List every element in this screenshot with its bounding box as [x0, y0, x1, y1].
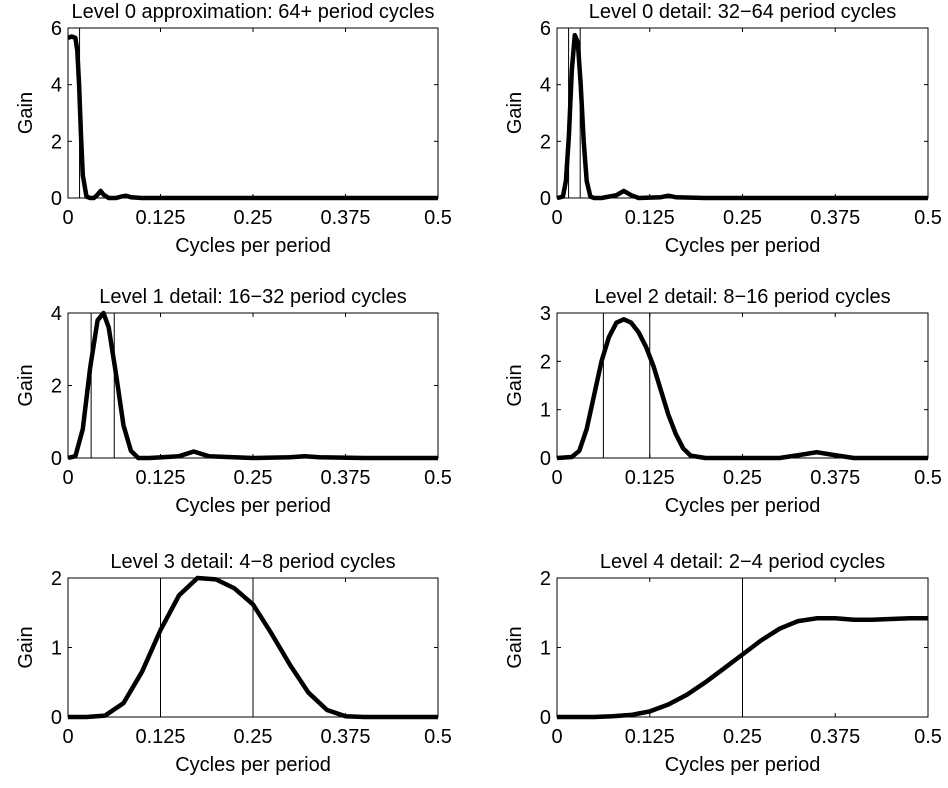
x-tick-label: 0.375: [810, 726, 860, 748]
x-tick-label: 0.25: [234, 207, 273, 229]
y-tick-label: 1: [540, 400, 551, 422]
data-line: [557, 616, 928, 720]
x-tick-label: 0.125: [625, 467, 675, 489]
y-tick-label: 2: [540, 568, 551, 590]
y-tick-label: 4: [51, 75, 62, 97]
x-tick-label: 0.5: [424, 207, 452, 229]
axes-frame: [67, 27, 439, 199]
x-axis-label: Cycles per period: [175, 235, 331, 257]
x-tick-label: 0.125: [135, 207, 185, 229]
x-tick-label: 0.375: [320, 207, 370, 229]
axes-frame: [556, 312, 929, 459]
axes-frame: [556, 577, 929, 718]
x-tick-label: 0.375: [810, 467, 860, 489]
y-tick-label: 0: [540, 188, 551, 210]
y-tick-label: 0: [51, 448, 62, 470]
x-tick-label: 0: [551, 207, 562, 229]
y-tick-label: 0: [51, 188, 62, 210]
subplot-title: Level 0 detail: 32−64 period cycles: [589, 1, 896, 23]
subplot: Level 1 detail: 16−32 period cycles Cycle…: [15, 286, 452, 517]
x-tick-label: 0.25: [234, 467, 273, 489]
x-tick-label: 0.125: [135, 726, 185, 748]
data-line: [557, 317, 928, 461]
y-tick-label: 1: [51, 638, 62, 660]
subplot: Level 4 detail: 2−4 period cycles Cycles …: [504, 551, 942, 776]
y-tick-label: 2: [540, 131, 551, 153]
y-tick-label: 0: [540, 707, 551, 729]
x-tick-label: 0.375: [810, 207, 860, 229]
y-tick-label: 6: [540, 18, 551, 40]
subplot-title: Level 4 detail: 2−4 period cycles: [600, 551, 885, 573]
x-tick-label: 0.125: [625, 726, 675, 748]
subplot: Level 0 detail: 32−64 period cycles Cycle…: [504, 1, 942, 257]
x-tick-label: 0.25: [723, 467, 762, 489]
subplot: Level 3 detail: 4−8 period cycles Cycles …: [15, 551, 452, 776]
y-axis-label: Gain: [15, 92, 37, 134]
x-axis-label: Cycles per period: [665, 235, 821, 257]
y-tick-label: 1: [540, 638, 551, 660]
x-tick-label: 0.25: [234, 726, 273, 748]
axes-frame: [67, 312, 439, 459]
y-tick-label: 2: [540, 351, 551, 373]
y-axis-label: Gain: [504, 92, 526, 134]
subplot-title: Level 0 approximation: 64+ period cycles: [72, 1, 435, 23]
y-tick-label: 4: [51, 303, 62, 325]
y-tick-label: 2: [51, 568, 62, 590]
y-axis-label: Gain: [15, 626, 37, 668]
x-tick-label: 0: [551, 726, 562, 748]
y-tick-label: 0: [540, 448, 551, 470]
x-tick-label: 0.125: [135, 467, 185, 489]
x-axis-label: Cycles per period: [175, 495, 331, 517]
x-tick-label: 0.5: [424, 467, 452, 489]
x-tick-label: 0.25: [723, 207, 762, 229]
data-line: [68, 310, 438, 461]
x-tick-label: 0.5: [424, 726, 452, 748]
y-tick-label: 3: [540, 303, 551, 325]
y-axis-label: Gain: [15, 364, 37, 406]
x-tick-label: 0.5: [914, 467, 942, 489]
subplot-title: Level 1 detail: 16−32 period cycles: [99, 286, 406, 308]
x-tick-label: 0: [62, 726, 73, 748]
y-tick-label: 6: [51, 18, 62, 40]
subplot: Level 0 approximation: 64+ period cycles…: [15, 1, 452, 257]
x-tick-label: 0.25: [723, 726, 762, 748]
subplot-title: Level 3 detail: 4−8 period cycles: [110, 551, 395, 573]
y-tick-label: 4: [540, 75, 551, 97]
x-tick-label: 0: [62, 207, 73, 229]
x-axis-label: Cycles per period: [175, 754, 331, 776]
x-tick-label: 0: [551, 467, 562, 489]
subplot-title: Level 2 detail: 8−16 period cycles: [594, 286, 890, 308]
x-tick-label: 0.375: [320, 467, 370, 489]
y-tick-label: 2: [51, 131, 62, 153]
axes-frame: [556, 27, 929, 199]
axes-frame: [67, 577, 439, 718]
y-tick-label: 2: [51, 376, 62, 398]
data-line: [68, 34, 438, 201]
y-axis-label: Gain: [504, 626, 526, 668]
x-tick-label: 0.5: [914, 726, 942, 748]
data-line: [557, 32, 928, 201]
y-tick-label: 0: [51, 707, 62, 729]
subplot: Level 2 detail: 8−16 period cycles Cycles…: [504, 286, 942, 517]
x-axis-label: Cycles per period: [665, 754, 821, 776]
x-tick-label: 0.375: [320, 726, 370, 748]
x-tick-label: 0.5: [914, 207, 942, 229]
y-axis-label: Gain: [504, 364, 526, 406]
x-tick-label: 0.125: [625, 207, 675, 229]
x-axis-label: Cycles per period: [665, 495, 821, 517]
x-tick-label: 0: [62, 467, 73, 489]
